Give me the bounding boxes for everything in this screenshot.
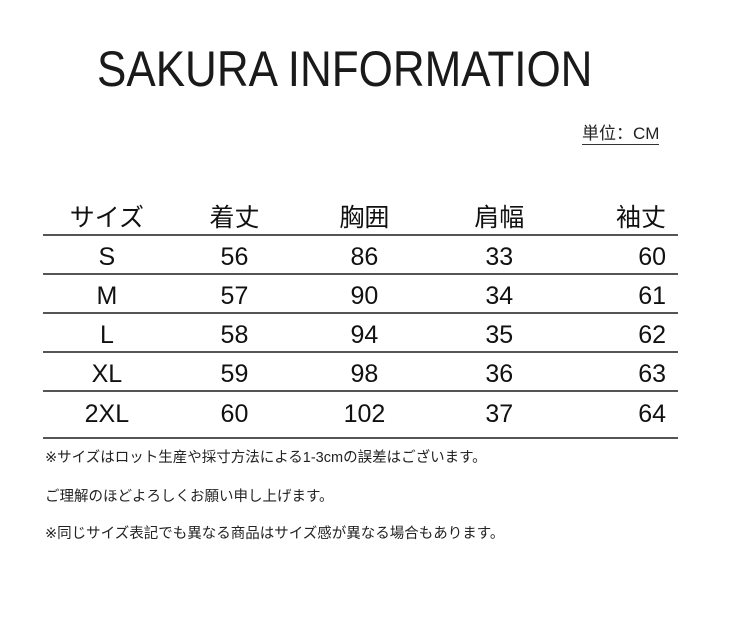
cell-shoulder: 36 [430, 352, 568, 392]
table-row: L 58 94 35 62 [43, 313, 678, 353]
cell-size: M [43, 274, 171, 314]
cell-chest: 86 [298, 235, 431, 275]
table-header-row: サイズ 着丈 胸囲 肩幅 袖丈 [43, 198, 678, 236]
size-table: サイズ 着丈 胸囲 肩幅 袖丈 S 56 86 33 60 M 57 90 34 61 L 58 94 3… [43, 198, 678, 439]
note-2: ご理解のほどよろしくお願い申し上げます。 [45, 489, 334, 505]
table-row: 2XL 60 102 37 64 [43, 391, 678, 439]
cell-size: L [43, 313, 171, 353]
cell-chest: 94 [298, 313, 431, 353]
cell-length: 59 [170, 352, 299, 392]
cell-sleeve: 62 [567, 313, 678, 353]
cell-length: 60 [170, 391, 299, 439]
header-shoulder: 肩幅 [430, 198, 568, 236]
cell-sleeve: 61 [567, 274, 678, 314]
table-row: S 56 86 33 60 [43, 235, 678, 275]
cell-chest: 98 [298, 352, 431, 392]
note-1: ※サイズはロット生産や採寸方法による1-3cmの誤差はございます。 [45, 450, 487, 466]
cell-chest: 102 [298, 391, 431, 439]
table-row: XL 59 98 36 63 [43, 352, 678, 392]
cell-length: 56 [170, 235, 299, 275]
note-3: ※同じサイズ表記でも異なる商品はサイズ感が異なる場合もあります。 [45, 526, 505, 542]
cell-chest: 90 [298, 274, 431, 314]
cell-shoulder: 37 [430, 391, 568, 439]
header-length: 着丈 [170, 198, 299, 236]
cell-size: XL [43, 352, 171, 392]
cell-shoulder: 33 [430, 235, 568, 275]
header-size: サイズ [43, 198, 171, 236]
header-sleeve: 袖丈 [567, 198, 678, 236]
unit-label: 単位：CM [582, 124, 660, 145]
table-row: M 57 90 34 61 [43, 274, 678, 314]
cell-shoulder: 34 [430, 274, 568, 314]
cell-sleeve: 63 [567, 352, 678, 392]
cell-sleeve: 64 [567, 391, 678, 439]
cell-shoulder: 35 [430, 313, 568, 353]
cell-size: S [43, 235, 171, 275]
header-chest: 胸囲 [298, 198, 431, 236]
cell-size: 2XL [43, 391, 171, 439]
cell-sleeve: 60 [567, 235, 678, 275]
page-title: SAKURA INFORMATION [97, 41, 593, 97]
cell-length: 57 [170, 274, 299, 314]
cell-length: 58 [170, 313, 299, 353]
